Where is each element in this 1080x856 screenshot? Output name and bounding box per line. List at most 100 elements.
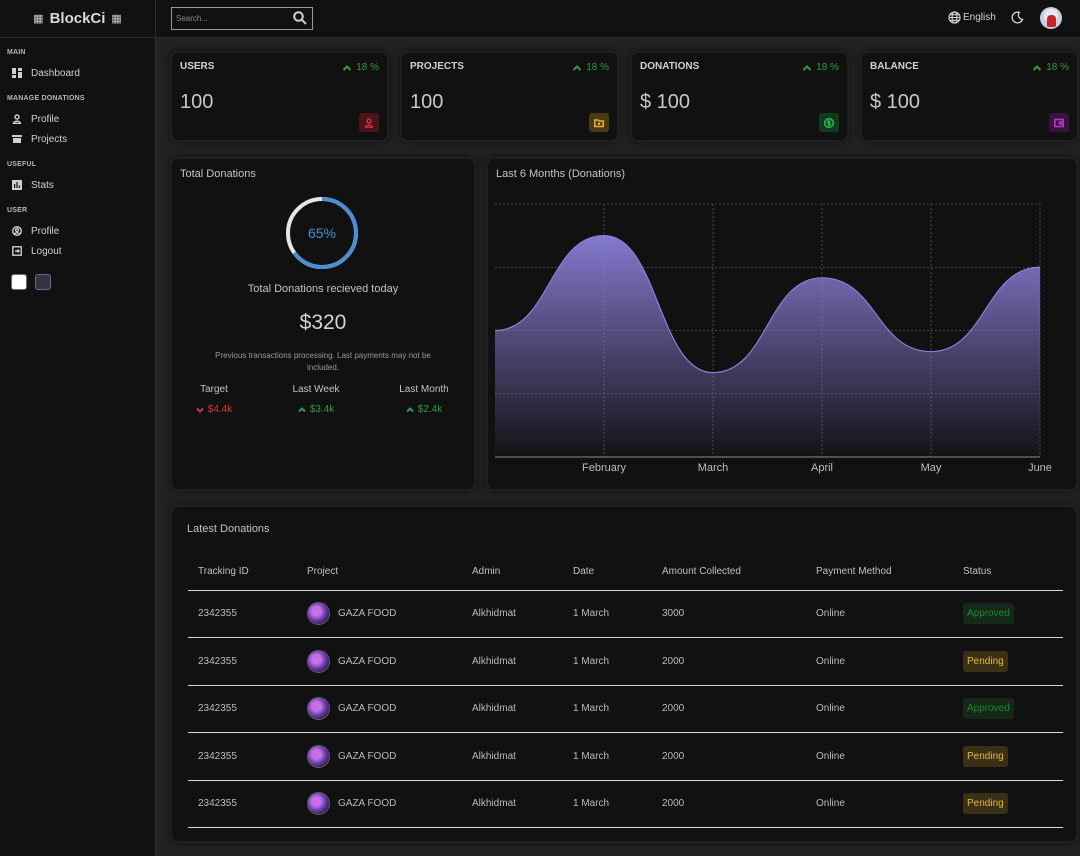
total-donations-note: Previous transactions processing. Last p…: [215, 351, 431, 372]
data-point[interactable]: [1038, 265, 1042, 269]
language-selector[interactable]: English: [948, 11, 996, 24]
status-badge: Pending: [963, 793, 1008, 815]
data-point[interactable]: [820, 276, 824, 280]
stat-card-users: USERS 18 % 100: [172, 53, 387, 140]
column-header[interactable]: Payment Method: [806, 553, 953, 591]
column-header[interactable]: Project: [297, 553, 462, 591]
status-cell: Approved: [953, 590, 1063, 638]
section-title-main: MAIN: [7, 49, 26, 56]
dark-mode-toggle[interactable]: [1011, 11, 1024, 29]
table-row[interactable]: 2342355 GAZA FOOD Alkhidmat 1 March 2000…: [188, 732, 1063, 781]
sidebar-item-label: Dashboard: [31, 67, 80, 79]
logo[interactable]: ▦ BlockCi ▦: [0, 0, 155, 38]
stat-value: $ 100: [640, 91, 691, 113]
total-donations-amount: $320: [299, 311, 347, 334]
table-row[interactable]: 2342355 GAZA FOOD Alkhidmat 1 March 2000…: [188, 780, 1063, 828]
avatar[interactable]: [1040, 7, 1062, 29]
data-point[interactable]: [602, 234, 606, 238]
column-header[interactable]: Date: [563, 553, 652, 591]
data-point[interactable]: [711, 371, 715, 375]
logout-icon: [12, 246, 22, 256]
person-icon: [364, 117, 374, 128]
date: 1 March: [563, 590, 652, 638]
summary-label: Target: [200, 384, 228, 395]
status-cell: Pending: [953, 780, 1063, 828]
sidebar-item-logout[interactable]: Logout: [7, 241, 155, 261]
stat-icon-box[interactable]: [1049, 113, 1069, 132]
date: 1 March: [563, 685, 652, 733]
stat-icon-box[interactable]: [589, 113, 609, 132]
sidebar-item-projects[interactable]: Projects: [7, 129, 155, 149]
data-point[interactable]: [493, 329, 497, 333]
topbar: English: [156, 0, 1080, 38]
admin: Alkhidmat: [462, 637, 563, 686]
amount: 2000: [652, 780, 806, 828]
progress-arc: [286, 197, 358, 269]
sidebar-item-stats[interactable]: Stats: [7, 175, 155, 195]
search-box: [171, 7, 313, 30]
column-header[interactable]: Admin: [462, 553, 563, 591]
stat-change-value: 18 %: [586, 62, 609, 73]
chart-icon: [12, 180, 22, 190]
sidebar-item-dashboard[interactable]: Dashboard: [7, 63, 155, 83]
summary-value: $4.4k: [192, 404, 236, 415]
summary-label: Last Month: [399, 384, 449, 395]
table-header-row: Tracking ID Project Admin Date Amount Co…: [188, 553, 1063, 591]
stat-title: PROJECTS: [410, 61, 464, 72]
data-point[interactable]: [929, 350, 933, 354]
payment-method: Online: [806, 780, 953, 828]
sidebar: ▦ BlockCi ▦ MAIN Dashboard MANAGE DONATI…: [0, 0, 156, 856]
stat-card-donations: DONATIONS 18 % $ 100: [632, 53, 847, 140]
area-chart: February March April May June: [493, 203, 1052, 474]
date: 1 March: [563, 732, 652, 781]
status-cell: Pending: [953, 637, 1063, 686]
brand-name: BlockCi: [49, 10, 106, 27]
chevron-up-icon: [572, 64, 582, 71]
project-name: GAZA FOOD: [338, 703, 397, 715]
dark-theme-swatch[interactable]: [35, 274, 51, 290]
section-title-manage-donations: MANAGE DONATIONS: [7, 95, 85, 102]
payment-method: Online: [806, 637, 953, 686]
light-theme-swatch[interactable]: [11, 274, 27, 290]
search-icon[interactable]: [293, 11, 307, 25]
summary-amount: $4.4k: [207, 404, 233, 415]
status-cell: Pending: [953, 732, 1063, 781]
stat-icon-box[interactable]: [359, 113, 379, 132]
section-title-useful: USEFUL: [7, 161, 37, 168]
person-icon: [12, 114, 22, 124]
table-row[interactable]: 2342355 GAZA FOOD Alkhidmat 1 March 3000…: [188, 590, 1063, 638]
avatar-figure: [1047, 15, 1056, 27]
column-header[interactable]: Tracking ID: [188, 553, 297, 591]
amount: 3000: [652, 590, 806, 638]
search-input[interactable]: [172, 14, 290, 23]
table-row[interactable]: 2342355 GAZA FOOD Alkhidmat 1 March 2000…: [188, 637, 1063, 686]
sidebar-item-profile[interactable]: Profile: [7, 109, 155, 129]
payment-method: Online: [806, 590, 953, 638]
moon-icon: [1011, 11, 1024, 24]
stat-change: 18 %: [572, 62, 609, 73]
sidebar-item-user-profile[interactable]: Profile: [7, 221, 155, 241]
column-header[interactable]: Amount Collected: [652, 553, 806, 591]
stat-value: $ 100: [870, 91, 921, 113]
total-donations-title: Total Donations: [180, 168, 256, 180]
chevron-up-icon: [406, 406, 414, 412]
project-name: GAZA FOOD: [338, 655, 397, 667]
sidebar-nav: MAIN Dashboard MANAGE DONATIONS Profile …: [0, 38, 155, 290]
table-row[interactable]: 2342355 GAZA FOOD Alkhidmat 1 March 2000…: [188, 685, 1063, 733]
project: GAZA FOOD: [307, 697, 462, 721]
admin: Alkhidmat: [462, 732, 563, 781]
stat-title: DONATIONS: [640, 61, 700, 72]
payment-method: Online: [806, 732, 953, 781]
date: 1 March: [563, 780, 652, 828]
theme-switcher: [7, 274, 155, 290]
x-tick-label: June: [1028, 462, 1052, 474]
stat-icon-box[interactable]: [819, 113, 839, 132]
summary-last-week: Last Week $3.4k: [286, 384, 346, 415]
summary-value: $2.4k: [394, 404, 454, 415]
tracking-id: 2342355: [188, 590, 297, 638]
tracking-id: 2342355: [188, 732, 297, 781]
chevron-up-icon: [1032, 64, 1042, 71]
column-header[interactable]: Status: [953, 553, 1063, 591]
progress-ring: [286, 197, 358, 269]
stat-change: 18 %: [802, 62, 839, 73]
